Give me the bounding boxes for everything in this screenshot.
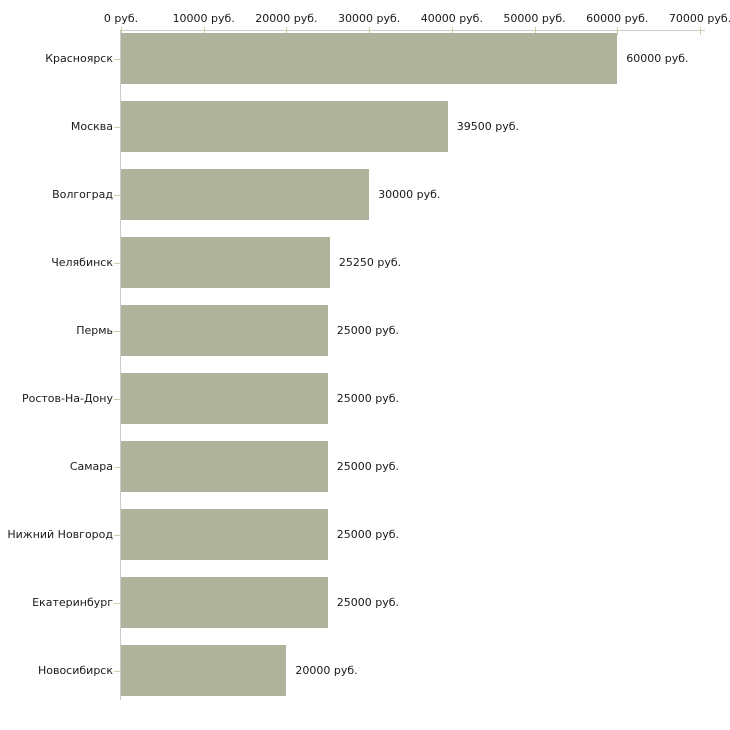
category-label: Волгоград <box>52 187 113 201</box>
value-label: 25250 руб. <box>338 255 402 269</box>
value-label: 25000 руб. <box>336 459 400 473</box>
value-label: 25000 руб. <box>336 595 400 609</box>
y-tick-mark <box>114 670 121 672</box>
y-axis-line <box>120 30 121 700</box>
x-tick-mark <box>617 27 619 35</box>
value-label: 20000 руб. <box>295 663 358 677</box>
y-tick-mark <box>114 466 121 468</box>
value-label: 60000 руб. <box>626 51 689 65</box>
x-tick-label: 50000 руб. <box>503 12 566 25</box>
category-label: Екатеринбург <box>32 595 113 609</box>
value-label: 25000 руб. <box>336 527 400 541</box>
bar <box>121 441 328 492</box>
y-tick-mark <box>114 194 121 196</box>
value-label: 25000 руб. <box>336 323 400 337</box>
x-tick-mark <box>451 27 453 35</box>
category-label: Челябинск <box>51 255 113 269</box>
x-tick-label: 70000 руб. <box>668 12 730 25</box>
x-tick-mark <box>700 27 701 35</box>
category-label: Красноярск <box>45 51 113 65</box>
category-label: Новосибирск <box>37 663 113 677</box>
y-tick-mark <box>114 398 121 400</box>
bar <box>121 509 328 560</box>
y-tick-mark <box>114 534 121 536</box>
category-label: Пермь <box>76 323 113 337</box>
x-tick-mark <box>121 27 122 35</box>
x-tick-label: 10000 руб. <box>172 12 235 25</box>
x-tick-mark <box>203 27 205 35</box>
bar <box>121 101 448 152</box>
x-tick-label: 0 руб. <box>103 12 139 25</box>
x-tick-label: 40000 руб. <box>420 12 483 25</box>
category-label: Ростов-На-Дону <box>21 391 113 405</box>
x-tick-label: 20000 руб. <box>255 12 318 25</box>
x-axis-line <box>120 30 705 31</box>
category-label: Нижний Новгород <box>7 527 113 541</box>
bar <box>121 373 328 424</box>
bar <box>121 33 618 84</box>
y-tick-mark <box>114 262 121 264</box>
x-tick-mark <box>534 27 536 35</box>
y-tick-mark <box>114 126 121 128</box>
x-tick-label: 30000 руб. <box>338 12 401 25</box>
value-label: 39500 руб. <box>456 119 519 133</box>
y-tick-mark <box>114 330 121 332</box>
value-label: 30000 руб. <box>378 187 441 201</box>
value-label: 25000 руб. <box>336 391 400 405</box>
category-label: Москва <box>70 119 113 133</box>
bar <box>121 645 287 696</box>
bar <box>121 305 328 356</box>
y-tick-mark <box>114 602 121 604</box>
bar <box>121 577 328 628</box>
category-label: Самара <box>69 459 113 473</box>
x-tick-mark <box>369 27 371 35</box>
x-tick-label: 60000 руб. <box>586 12 649 25</box>
bar <box>121 237 330 288</box>
x-tick-mark <box>286 27 288 35</box>
bar <box>121 169 370 220</box>
y-tick-mark <box>114 58 121 60</box>
